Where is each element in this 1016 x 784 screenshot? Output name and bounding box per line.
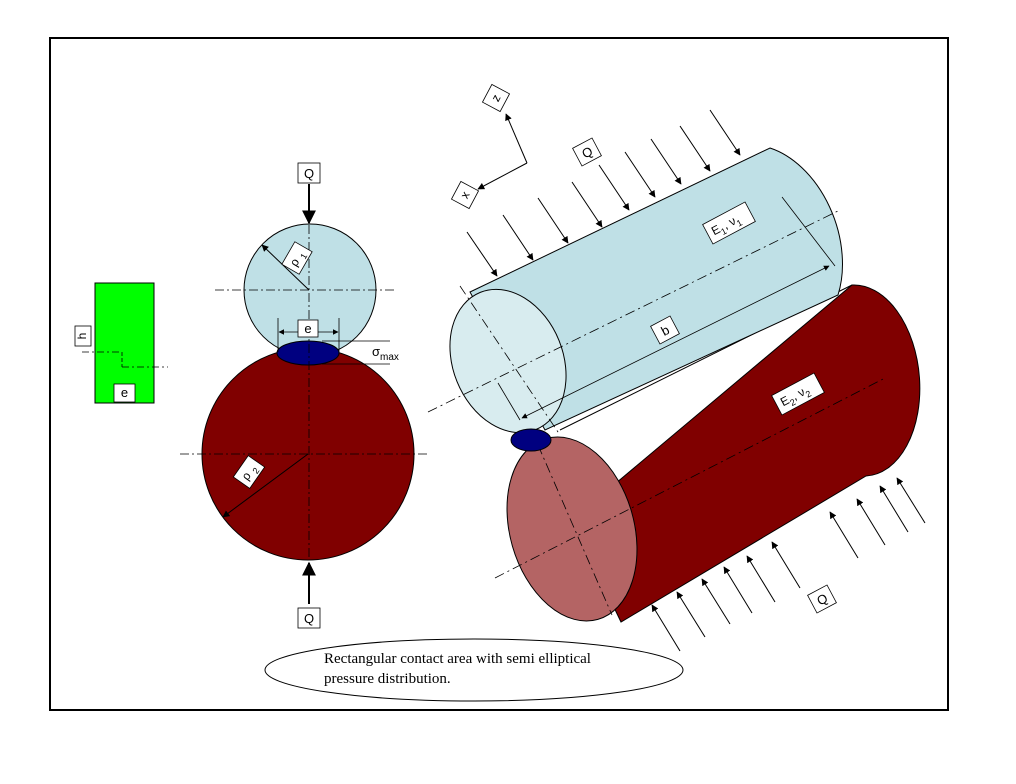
caption: Rectangular contact area with semi ellip…: [264, 638, 684, 702]
top-load-label: Q: [297, 162, 321, 184]
length-b-label: b: [650, 315, 680, 345]
svg-text:x: x: [457, 189, 472, 201]
upper-load-arrows: [466, 109, 741, 277]
svg-text:E1, ν1: E1, ν1: [709, 211, 744, 240]
lower-cylinder-body: [571, 284, 921, 623]
e2-label: E2, ν2: [771, 372, 825, 416]
svg-text:Q: Q: [304, 166, 314, 181]
axis-x-label: x: [450, 180, 480, 210]
svg-text:σmax: σmax: [372, 344, 399, 363]
cross-section-view: e σmax ρ 1 ρ 2 Q Q: [180, 162, 430, 629]
e1-label: E1, ν1: [702, 201, 756, 245]
rho1-label: ρ 1: [281, 241, 313, 275]
svg-text:e: e: [304, 321, 311, 336]
rho2-label: ρ 2: [232, 455, 266, 489]
svg-text:e: e: [121, 385, 128, 400]
lower-load-arrows: [651, 477, 926, 652]
sigma-max-label: σmax: [372, 344, 399, 363]
axis-z-label: z: [481, 83, 511, 113]
contact-zone-3d: [510, 428, 552, 452]
isometric-view: b E1, ν1 E2, ν2 z x: [427, 83, 926, 652]
svg-text:z: z: [488, 92, 503, 104]
svg-text:2: 2: [250, 466, 261, 476]
contact-width-label: e: [297, 319, 319, 338]
bottom-load-label: Q: [297, 607, 321, 629]
svg-text:Q: Q: [304, 611, 314, 626]
contact-zone: [276, 340, 340, 366]
rect-width-label: e: [113, 383, 136, 403]
caption-line-1: Rectangular contact area with semi ellip…: [324, 651, 591, 667]
rect-height-label: h: [74, 325, 92, 347]
lower-load-label: Q: [807, 584, 837, 614]
svg-text:1: 1: [298, 251, 309, 260]
svg-text:h: h: [75, 333, 89, 340]
caption-line-2: pressure distribution.: [324, 671, 451, 687]
rectangular-contact-area: h e: [74, 282, 168, 404]
upper-load-label: Q: [572, 137, 602, 167]
